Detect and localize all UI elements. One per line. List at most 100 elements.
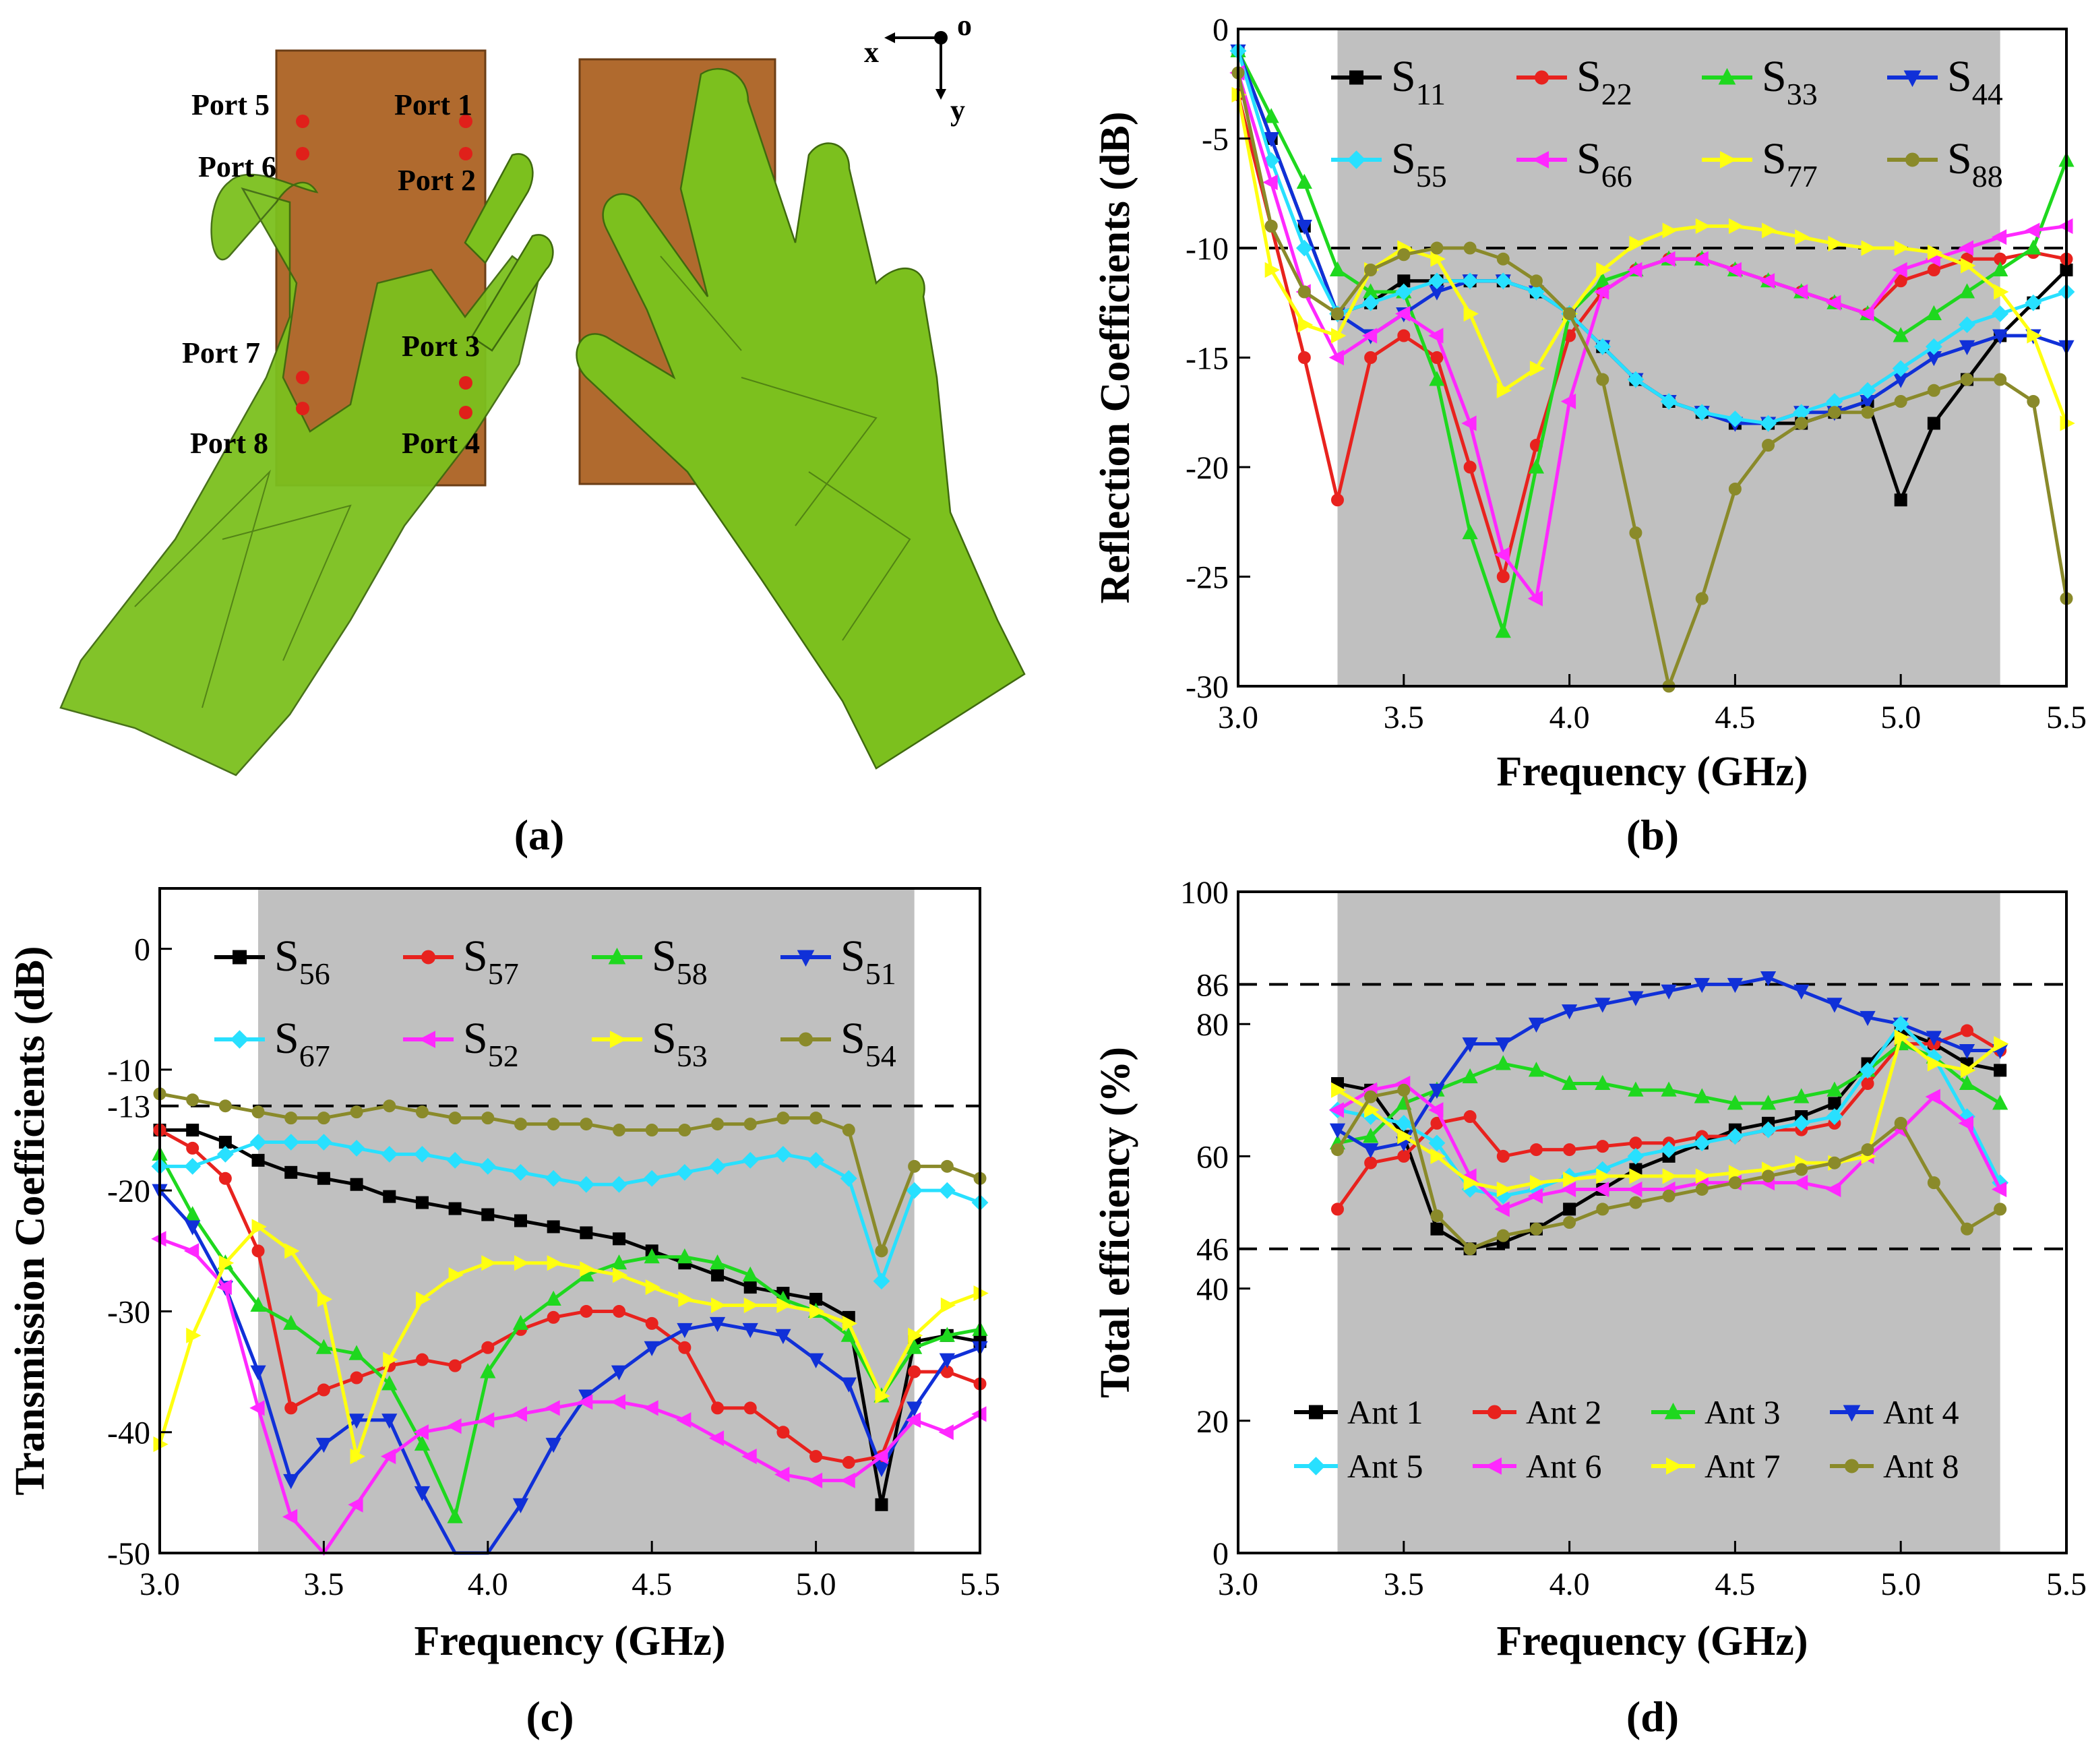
data-point <box>1927 417 1940 430</box>
data-point <box>317 1383 330 1397</box>
data-point <box>315 1438 332 1453</box>
data-point <box>1527 1188 1543 1204</box>
y-tick-label: -30 <box>107 1294 150 1330</box>
data-point <box>1429 1083 1445 1099</box>
legend-item: S11 <box>1331 52 1446 111</box>
data-point <box>807 1151 825 1169</box>
data-point <box>479 1412 495 1428</box>
legend-label: S58 <box>652 932 708 991</box>
data-point <box>1462 1037 1478 1053</box>
data-point <box>875 1498 888 1511</box>
data-point <box>2025 222 2040 239</box>
x-tick-label: 3.5 <box>1384 1567 1424 1602</box>
data-point <box>415 1196 429 1209</box>
data-point <box>218 1255 235 1271</box>
data-point <box>875 1244 888 1258</box>
data-point <box>613 1267 628 1283</box>
y-tick-label: -30 <box>1186 669 1229 705</box>
data-point <box>580 1118 593 1131</box>
legend-marker <box>1485 1457 1502 1475</box>
x-tick-label: 5.5 <box>2046 700 2087 735</box>
x-tick-label: 3.0 <box>1218 1567 1258 1602</box>
data-point <box>446 1151 464 1169</box>
series-ant-8 <box>1330 1083 2007 1256</box>
data-point <box>1894 1029 1909 1045</box>
legend-label: Ant 8 <box>1883 1447 1959 1485</box>
data-point <box>1495 622 1511 638</box>
data-point <box>1430 1209 1444 1223</box>
left-hand-finger <box>470 234 554 352</box>
legend-label: Ant 7 <box>1705 1447 1781 1485</box>
data-point <box>1894 274 1907 288</box>
data-point <box>1894 240 1909 256</box>
data-point <box>774 1466 790 1483</box>
data-point <box>251 1219 267 1235</box>
data-point <box>1826 998 1843 1013</box>
data-point <box>1330 493 1344 507</box>
data-point <box>613 1304 626 1318</box>
data-point <box>1859 305 1874 322</box>
y-axis-title: Reflection Coefficients (dB) <box>1093 111 1138 603</box>
data-point <box>1728 483 1742 495</box>
data-point <box>1994 1203 2007 1216</box>
data-point <box>1859 1062 1876 1079</box>
data-point <box>1296 173 1312 189</box>
y-tick-label: -20 <box>107 1174 150 1209</box>
data-point <box>1728 1176 1742 1190</box>
data-point <box>807 1472 823 1489</box>
data-point <box>1760 415 1777 432</box>
data-point <box>317 1112 330 1125</box>
data-point <box>1494 1201 1510 1217</box>
data-point <box>1330 1143 1344 1157</box>
data-point <box>185 1220 201 1236</box>
data-point <box>250 1296 266 1312</box>
data-point <box>514 1118 527 1131</box>
data-point <box>776 1112 790 1125</box>
data-point <box>1792 284 1808 300</box>
data-point <box>1662 1168 1678 1184</box>
data-point <box>1561 1074 1578 1090</box>
left-hand <box>59 173 541 777</box>
data-point <box>547 1310 560 1324</box>
data-point <box>414 1435 431 1451</box>
data-point <box>906 1182 923 1199</box>
data-point <box>711 1401 725 1415</box>
data-point <box>381 1375 398 1391</box>
data-point <box>743 1118 757 1131</box>
data-point <box>1364 1156 1378 1169</box>
legend-marker <box>1535 70 1549 85</box>
data-point <box>1828 406 1841 419</box>
data-point <box>381 1413 398 1429</box>
hand-mesh <box>134 255 911 708</box>
data-point <box>1793 984 1810 1000</box>
legend-item: S56 <box>214 932 330 991</box>
data-point <box>711 1297 727 1314</box>
data-point <box>842 1456 855 1469</box>
port-dot <box>296 402 309 415</box>
data-point <box>282 1134 300 1151</box>
port-dot <box>296 371 309 384</box>
y-tick-label: -15 <box>1186 341 1229 377</box>
shade-band <box>1337 29 2000 686</box>
data-point <box>1529 1175 1545 1191</box>
data-point <box>611 1254 627 1270</box>
data-point <box>251 1153 265 1167</box>
legend-item: S53 <box>592 1014 708 1073</box>
data-point <box>1892 262 1907 278</box>
data-point <box>447 1508 463 1523</box>
data-point <box>1330 1082 1347 1098</box>
right-hand <box>576 67 1026 770</box>
legend-label: S56 <box>274 932 330 991</box>
series-S52 <box>151 1231 987 1556</box>
data-point <box>1694 1088 1710 1103</box>
legend-marker <box>1347 150 1366 169</box>
data-point <box>1397 248 1411 262</box>
data-point <box>1991 229 2007 245</box>
data-point <box>1463 1242 1477 1256</box>
data-point <box>1529 274 1543 288</box>
chart-c: 3.0 3.5 4.0 4.5 5.0 5.5 0 -10 -20 -30 -40 -50 S56 S… <box>7 887 1000 1740</box>
data-point <box>448 1359 462 1372</box>
port-label: Port 6 <box>198 150 276 183</box>
y-tick-label-extra: 46 <box>1196 1232 1229 1268</box>
